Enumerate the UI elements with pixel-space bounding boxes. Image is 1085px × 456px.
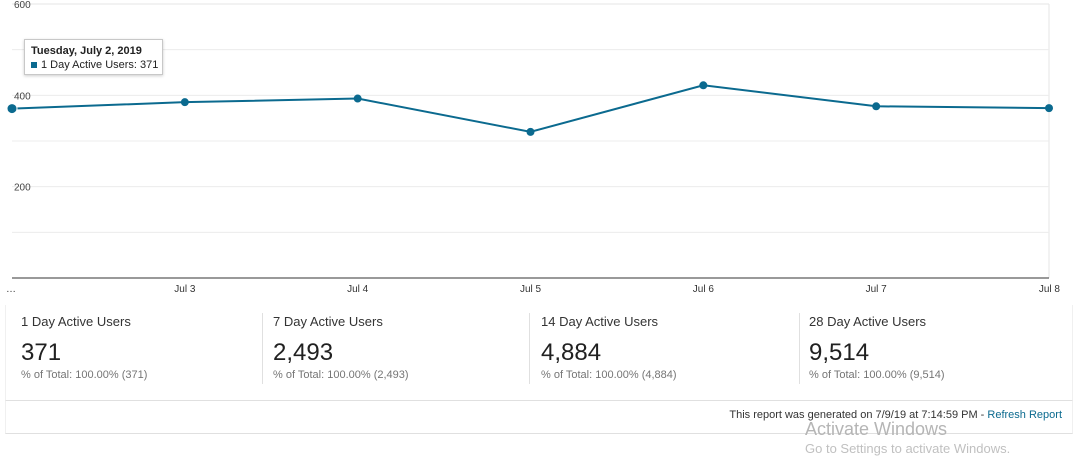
metric-label: 14 Day Active Users bbox=[541, 314, 659, 329]
metric-value: 2,493 bbox=[273, 339, 334, 366]
metric-percent: % of Total: 100.00% (9,514) bbox=[809, 369, 945, 381]
x-tick-label: Jul 6 bbox=[693, 284, 715, 295]
metric-divider bbox=[799, 313, 800, 384]
activate-windows-subtext: Go to Settings to activate Windows. bbox=[805, 441, 1011, 456]
data-point bbox=[180, 98, 189, 107]
data-point bbox=[526, 127, 535, 136]
data-point bbox=[699, 81, 708, 90]
metric-value: 4,884 bbox=[541, 339, 602, 366]
metric-divider bbox=[529, 313, 530, 384]
x-tick-label: Jul 7 bbox=[866, 284, 888, 295]
report-footer: This report was generated on 7/9/19 at 7… bbox=[5, 401, 1073, 434]
metric-percent: % of Total: 100.00% (371) bbox=[21, 369, 148, 381]
tooltip-date: Tuesday, July 2, 2019 bbox=[31, 45, 142, 57]
data-point bbox=[6, 103, 18, 115]
metrics-panel: 1 Day Active Users 371 % of Total: 100.0… bbox=[5, 305, 1073, 401]
line-chart: 200 400 600 … Jul 3 Jul 4 Jul 5 Jul 6 Jul 7 Jul 8 bbox=[6, 0, 1061, 295]
y-tick-label: 400 bbox=[14, 91, 31, 102]
activate-windows-watermark: Activate Windows bbox=[805, 419, 948, 439]
x-tick-label: Jul 4 bbox=[347, 284, 369, 295]
x-tick-label: Jul 8 bbox=[1039, 284, 1061, 295]
tooltip-row: 1 Day Active Users: 371 bbox=[31, 58, 159, 72]
refresh-report-link[interactable]: Refresh Report bbox=[987, 409, 1062, 421]
data-point bbox=[353, 94, 362, 103]
data-point bbox=[872, 102, 881, 111]
metric-label: 28 Day Active Users bbox=[809, 314, 927, 329]
x-tick-label: Jul 3 bbox=[174, 284, 196, 295]
metric-value: 371 bbox=[21, 339, 62, 366]
metric-percent: % of Total: 100.00% (2,493) bbox=[273, 369, 409, 381]
metric-percent: % of Total: 100.00% (4,884) bbox=[541, 369, 677, 381]
metric-label: 7 Day Active Users bbox=[273, 314, 383, 329]
chart-tooltip: Tuesday, July 2, 2019 1 Day Active Users… bbox=[24, 39, 163, 75]
data-point bbox=[1045, 104, 1053, 113]
x-tick-label: … bbox=[6, 284, 16, 295]
metric-label: 1 Day Active Users bbox=[21, 314, 131, 329]
generated-text: This report was generated on 7/9/19 at 7… bbox=[729, 409, 988, 421]
y-tick-label: 200 bbox=[14, 183, 31, 194]
x-tick-label: Jul 5 bbox=[520, 284, 542, 295]
y-tick-label: 600 bbox=[14, 0, 31, 11]
metric-value: 9,514 bbox=[809, 339, 870, 366]
tooltip-value: 1 Day Active Users: 371 bbox=[41, 59, 159, 71]
series-swatch-icon bbox=[31, 62, 37, 69]
series-line bbox=[11, 84, 1050, 133]
generated-note: This report was generated on 7/9/19 at 7… bbox=[729, 409, 1062, 421]
metric-divider bbox=[262, 313, 263, 384]
